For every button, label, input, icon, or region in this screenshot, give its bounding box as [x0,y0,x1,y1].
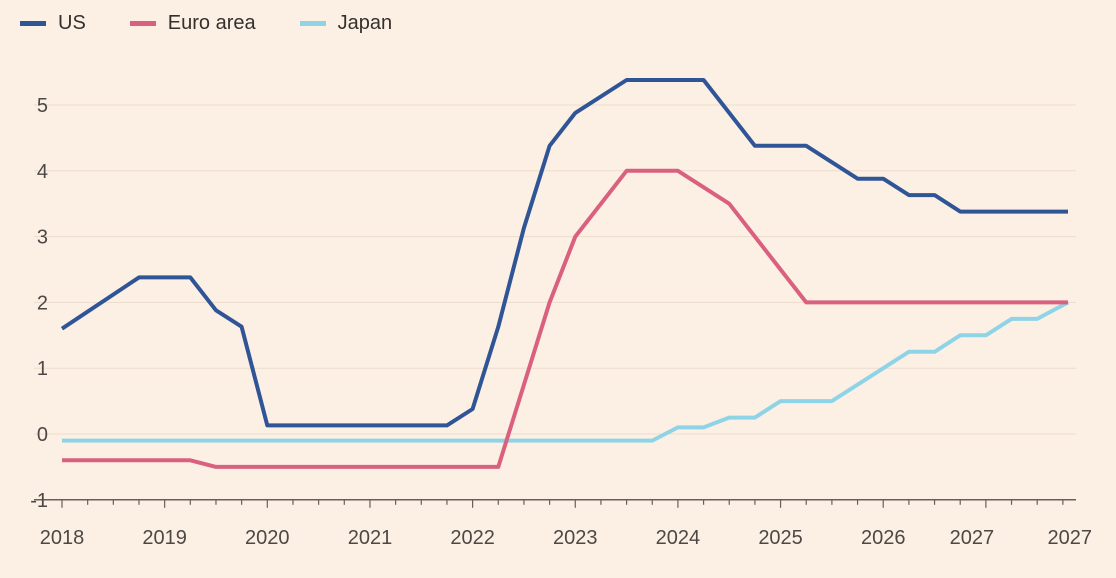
x-tick-label: 2021 [348,527,393,549]
y-tick-label: 3 [37,227,48,249]
x-tick-label: 2027 [1048,527,1093,549]
x-axis [34,499,1076,508]
x-tick-label: 2025 [758,527,803,549]
gridlines [34,104,1076,435]
x-tick-label: 2022 [450,527,495,549]
y-tick-label: 1 [37,358,48,380]
legend-swatch-us [20,21,46,26]
x-tick-label: 2018 [40,527,85,549]
legend-swatch-japan [299,21,326,26]
x-tick-label: 2020 [245,527,290,549]
y-tick-label: -1 [30,490,48,512]
series-line-japan [62,300,1069,443]
x-axis-tick-labels: 2018 2019 2020 2021 2022 2023 2024 2025 2026 2027… [40,527,1092,549]
legend-swatch-euro-area [129,21,156,26]
series-lines [60,78,1069,469]
x-tick-label: 2024 [656,527,701,549]
legend-item-japan: Japan [299,12,393,35]
legend-label-us: US [58,12,86,34]
y-tick-label: 4 [37,161,48,183]
legend-item-euro-area: Euro area [129,12,256,35]
x-tick-label: 2019 [142,527,187,549]
x-tick-label: 2027 [950,527,995,549]
legend: US Euro area Japan [20,12,436,35]
series-line-euro-area [62,168,1068,469]
y-tick-label: 2 [37,292,48,314]
series-line-us [60,78,1068,428]
x-tick-label: 2023 [553,527,598,549]
legend-label-japan: Japan [337,12,393,34]
legend-item-us: US [20,12,86,35]
y-axis-tick-labels: -1 0 1 2 3 4 5 [30,95,48,512]
legend-label-euro-area: Euro area [167,12,256,34]
y-tick-label: 5 [37,95,48,117]
x-tick-label: 2026 [861,527,906,549]
y-tick-label: 0 [37,424,48,446]
